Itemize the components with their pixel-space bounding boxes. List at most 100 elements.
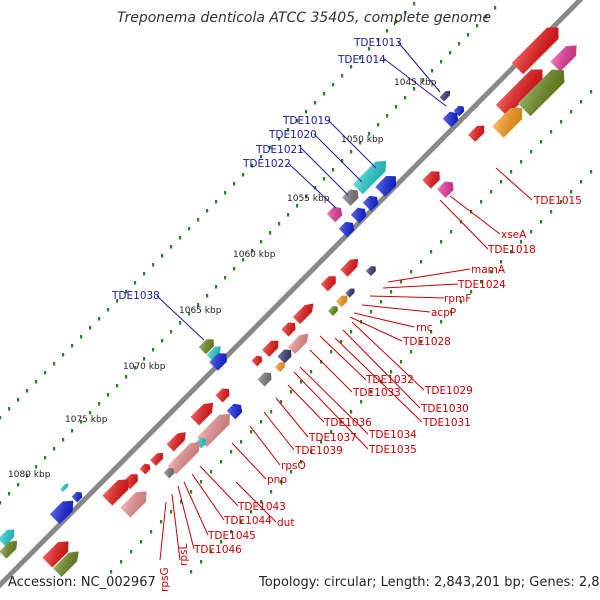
track-dot [160,520,163,524]
gene-shade [350,207,367,224]
track-dot [410,350,413,354]
gene-shade [257,372,272,387]
gene-feature [375,175,397,197]
track-dot [280,480,283,484]
track-dot [490,270,493,274]
gene-label: TDE1043 [237,501,286,513]
gene-feature [340,258,359,277]
gene-feature [262,340,279,357]
track-dot [590,170,593,174]
track-dot [377,123,380,127]
track-dot [290,470,293,474]
track-dot [53,447,56,451]
track-dot [390,290,393,294]
track-dot [44,371,47,375]
track-dot [140,540,143,544]
gene-label: TDE1029 [424,385,473,397]
gene-feature [292,303,314,325]
gene-label: rnc [416,322,433,334]
gene-feature [60,483,69,492]
gene-feature [150,453,163,466]
gene-feature [42,541,69,568]
gene-feature [320,276,336,292]
track-dot [53,362,56,366]
gene-shade [442,111,459,128]
gene-feature [287,333,309,355]
gene-shade [166,432,186,452]
track-dot [300,460,303,464]
track-dot [215,200,218,204]
gene-shade [0,529,15,546]
track-dot [314,101,317,105]
gene-feature [453,105,465,117]
track-dot [8,492,11,496]
gene-feature [251,355,263,367]
gene-shade [326,206,343,223]
gene-label: TDE1036 [323,417,372,429]
gene-feature [327,306,338,317]
inner-gene-labels: TDE1015 xseA TDE1018 mamA TDE1024 rpmF a… [159,195,582,592]
track-dot [180,500,183,504]
track-dot [170,330,173,334]
label-connector [287,162,337,209]
gene-shade [352,160,387,195]
label-connector [382,57,447,107]
track-dot [170,510,173,514]
track-dot [413,2,416,6]
track-dot [116,299,119,303]
gene-shade [209,353,227,371]
track-dot [404,96,407,100]
track-dot [510,250,513,254]
gene-label: TDE1044 [223,515,272,527]
track-dot [116,384,119,388]
track-dot [35,465,38,469]
track-dot [340,420,343,424]
track-dot [278,222,281,226]
track-dot [530,230,533,234]
kbp-label: 1080 kbp [8,470,51,480]
track-dot [540,220,543,224]
gene-feature [517,69,565,117]
track-dot [125,290,128,294]
kbp-label: 1070 kbp [123,362,166,372]
gene-label: TDE1020 [268,129,317,141]
label-connector [342,329,421,409]
gene-shade [139,463,151,475]
track-dot [220,540,223,544]
track-dot [143,272,146,276]
gene-label: TDE1045 [207,530,256,542]
track-dot [476,24,479,28]
track-dot [404,11,407,15]
label-connector [387,268,471,283]
label-connector [319,335,367,381]
gene-feature [0,540,18,559]
gene-label: acpP [431,307,456,319]
track-dot [35,380,38,384]
gene-label: TDE1022 [242,158,291,170]
label-connector [263,411,295,451]
gene-feature [495,69,543,117]
gene-feature [550,45,577,72]
gene-shade [0,540,18,559]
track-dot [215,285,218,289]
label-connector [156,295,205,341]
gene-shade [163,467,175,479]
track-dot [500,180,503,184]
track-dot [485,15,488,19]
gene-label: TDE1031 [422,417,471,429]
label-connector [309,349,353,393]
gene-feature [350,207,367,224]
track-dot [323,177,326,181]
track-dot [143,357,146,361]
track-dot [17,398,20,402]
track-dot [260,500,263,504]
track-dot [359,141,362,145]
track-dot [450,310,453,314]
track-dot [98,317,101,321]
gene-shade [71,491,83,503]
gene-shade [340,258,359,277]
track-dot [250,510,253,514]
gene-feature [468,125,485,142]
